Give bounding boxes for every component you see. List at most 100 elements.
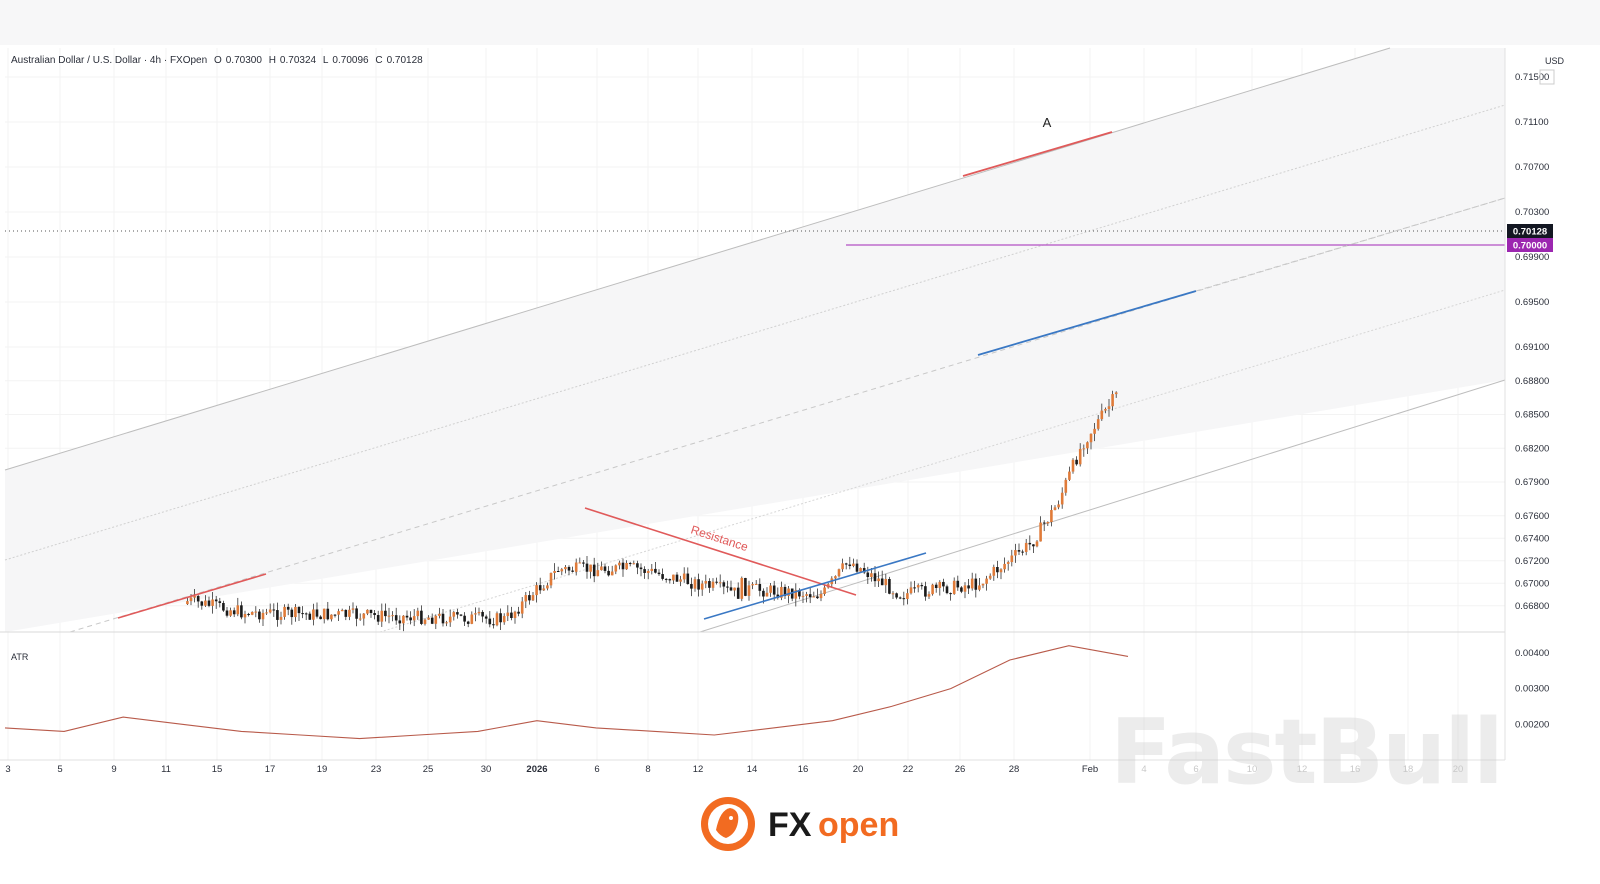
current-price-tag-bg — [1507, 224, 1553, 238]
candle-body — [859, 568, 862, 572]
candle-body — [441, 613, 445, 624]
candle-body — [1042, 522, 1046, 524]
candle-body — [193, 596, 196, 598]
price-tick-label: 0.67200 — [1515, 556, 1549, 567]
candle-body — [844, 563, 848, 565]
time-tick-label: 2026 — [526, 764, 547, 775]
candle-body — [1093, 428, 1096, 434]
candle-body — [610, 571, 614, 576]
time-tick-label: 9 — [111, 764, 116, 775]
candle-body — [744, 577, 747, 596]
candle-body — [1104, 409, 1107, 411]
candle-body — [492, 624, 495, 626]
candle-body — [920, 585, 924, 587]
currency-label: USD — [1545, 56, 1565, 66]
candle-body — [898, 597, 902, 599]
candle-body — [693, 579, 697, 589]
candle-body — [376, 615, 380, 622]
candle-body — [963, 585, 967, 592]
fxopen-logo: FX open — [700, 790, 930, 860]
time-tick-label: 3 — [5, 764, 10, 775]
candle-body — [452, 612, 456, 617]
price-tick-label: 0.66800 — [1515, 601, 1549, 612]
candle-body — [1107, 406, 1111, 410]
candle-body — [751, 584, 754, 586]
candle-body — [1028, 542, 1032, 545]
candle-body — [596, 570, 600, 577]
candle-body — [474, 613, 477, 615]
candle-body — [996, 567, 999, 573]
candle-body — [578, 562, 582, 564]
low-value: 0.70096 — [332, 55, 369, 66]
candle-body — [960, 587, 963, 592]
candle-body — [848, 564, 852, 567]
candle-body — [812, 596, 816, 598]
candle-body — [938, 581, 942, 588]
candle-body — [808, 594, 812, 598]
candle-body — [186, 601, 189, 605]
candle-body — [358, 618, 362, 620]
candle-body — [301, 613, 304, 615]
candle-body — [927, 594, 931, 597]
candle-body — [517, 611, 520, 614]
candle-body — [708, 581, 711, 588]
candle-body — [211, 599, 214, 606]
price-tick-label: 0.68500 — [1515, 410, 1549, 421]
candle-body — [520, 601, 524, 614]
candle-body — [1014, 550, 1017, 556]
time-tick-label: 12 — [693, 764, 704, 775]
candle-body — [978, 585, 981, 590]
candle-body — [949, 593, 952, 595]
price-tick-label: 0.67000 — [1515, 578, 1549, 589]
candle-body — [254, 611, 258, 613]
candle-body — [729, 587, 733, 591]
candle-body — [524, 595, 528, 602]
candle-body — [456, 612, 459, 615]
candle-body — [776, 594, 780, 598]
time-tick-label: 19 — [317, 764, 328, 775]
candle-body — [823, 587, 826, 594]
candle-body — [250, 612, 254, 615]
candle-body — [384, 610, 387, 617]
candle-body — [387, 615, 391, 617]
time-tick-label: 26 — [955, 764, 966, 775]
candle-body — [740, 577, 744, 599]
candle-body — [783, 586, 787, 596]
candle-body — [409, 617, 412, 621]
candle-body — [196, 596, 200, 602]
candle-body — [362, 613, 366, 619]
candle-body — [560, 569, 564, 572]
candle-body — [312, 609, 315, 620]
candle-body — [322, 608, 326, 620]
logo-open-text: open — [818, 806, 899, 844]
candle-body — [286, 606, 290, 610]
candle-body — [214, 599, 218, 602]
candle-body — [718, 582, 722, 584]
candle-body — [985, 578, 988, 584]
channel-lower-line — [699, 379, 1506, 633]
candle-body — [686, 573, 690, 585]
candle-body — [315, 609, 319, 617]
current-price-tag: 0.70128 — [1513, 227, 1547, 238]
candle-body — [646, 570, 650, 573]
candle-body — [877, 578, 880, 582]
candle-body — [1089, 433, 1093, 443]
time-tick-label: 16 — [1350, 764, 1361, 775]
candle-body — [682, 573, 686, 580]
time-tick-label: 6 — [594, 764, 599, 775]
candle-body — [866, 572, 870, 577]
candle-body — [967, 585, 970, 589]
atr-tick-label: 0.00300 — [1515, 684, 1549, 695]
candle-body — [758, 583, 762, 591]
blue-support-line-low — [703, 552, 927, 620]
candle-body — [657, 572, 661, 575]
candle-body — [1064, 479, 1068, 493]
candle-body — [722, 582, 726, 587]
candle-body — [290, 609, 294, 618]
candle-body — [819, 593, 823, 599]
price-tick-label: 0.67400 — [1515, 533, 1549, 544]
channel-fill — [5, 48, 1505, 632]
candle-body — [207, 600, 211, 606]
time-tick-label: 25 — [423, 764, 434, 775]
